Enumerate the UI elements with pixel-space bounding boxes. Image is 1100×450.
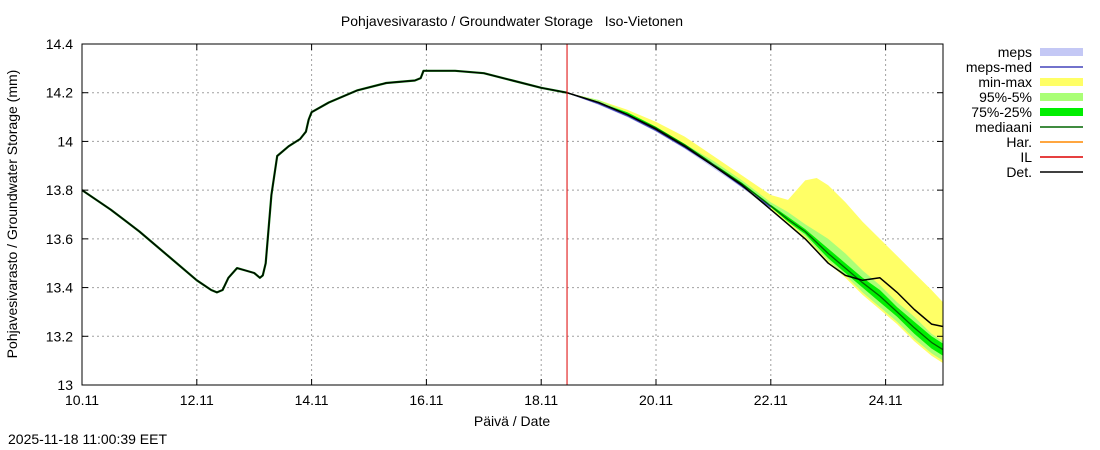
y-tick-label: 14 <box>57 133 73 149</box>
y-tick-label: 14.4 <box>46 36 73 52</box>
y-tick-label: 13 <box>57 377 73 393</box>
x-tick-label: 16.11 <box>409 392 443 408</box>
y-tick-label: 13.4 <box>46 280 73 296</box>
x-tick-label: 18.11 <box>524 392 558 408</box>
x-axis-ticks: 10.11 12.11 14.11 16.11 18.11 20.11 22.11 24.11 <box>65 44 903 408</box>
x-tick-label: 22.11 <box>754 392 788 408</box>
legend: mepsmeps-medmin-max95%-5%75%-25%mediaani… <box>966 44 1083 180</box>
mediaani-line <box>566 92 943 351</box>
observed-det-line <box>82 70 568 293</box>
timestamp: 2025-11-18 11:00:39 EET <box>8 431 168 447</box>
y-axis-ticks: 13 13.2 13.4 13.6 13.8 14 14.2 14.4 <box>46 36 943 393</box>
x-tick-label: 24.11 <box>869 392 903 408</box>
x-axis-label: Päivä / Date <box>474 413 550 429</box>
grid-lines <box>82 44 943 385</box>
plot-frame <box>81 43 944 386</box>
y-axis-label: Pohjavesivarasto / Groundwater Storage (… <box>4 70 20 359</box>
legend-swatch-meps <box>1040 48 1083 56</box>
x-tick-label: 12.11 <box>180 392 214 408</box>
legend-label-mediaani: mediaani <box>975 119 1032 135</box>
p75-25-band <box>567 92 943 356</box>
forecast-bands <box>567 92 943 364</box>
p95-5-band <box>567 92 943 361</box>
legend-label-p75_25: 75%-25% <box>971 104 1032 120</box>
y-tick-label: 13.8 <box>46 182 73 198</box>
y-tick-label: 14.2 <box>46 85 73 101</box>
y-tick-label: 13.2 <box>46 328 73 344</box>
legend-label-p95_5: 95%-5% <box>979 89 1032 105</box>
x-tick-label: 10.11 <box>65 392 99 408</box>
legend-label-meps: meps <box>998 44 1032 60</box>
series-lines <box>82 44 943 385</box>
legend-label-har: Har. <box>1006 134 1032 150</box>
meps-band <box>567 92 771 210</box>
legend-label-il: IL <box>1020 149 1032 165</box>
x-tick-label: 14.11 <box>295 392 329 408</box>
y-tick-label: 13.6 <box>46 231 73 247</box>
observed-line-underlay <box>82 69 568 294</box>
det-line <box>566 91 943 328</box>
chart-title: Pohjavesivarasto / Groundwater Storage I… <box>341 13 683 29</box>
legend-label-minmax: min-max <box>978 74 1032 90</box>
meps-med-line <box>566 92 772 208</box>
minmax-band <box>567 92 943 364</box>
legend-label-meps_med: meps-med <box>966 59 1032 75</box>
legend-swatch-minmax <box>1040 78 1083 86</box>
legend-swatch-p95_5 <box>1040 93 1083 101</box>
legend-label-det: Det. <box>1006 164 1032 180</box>
legend-swatch-p75_25 <box>1040 108 1083 116</box>
x-tick-label: 20.11 <box>639 392 673 408</box>
